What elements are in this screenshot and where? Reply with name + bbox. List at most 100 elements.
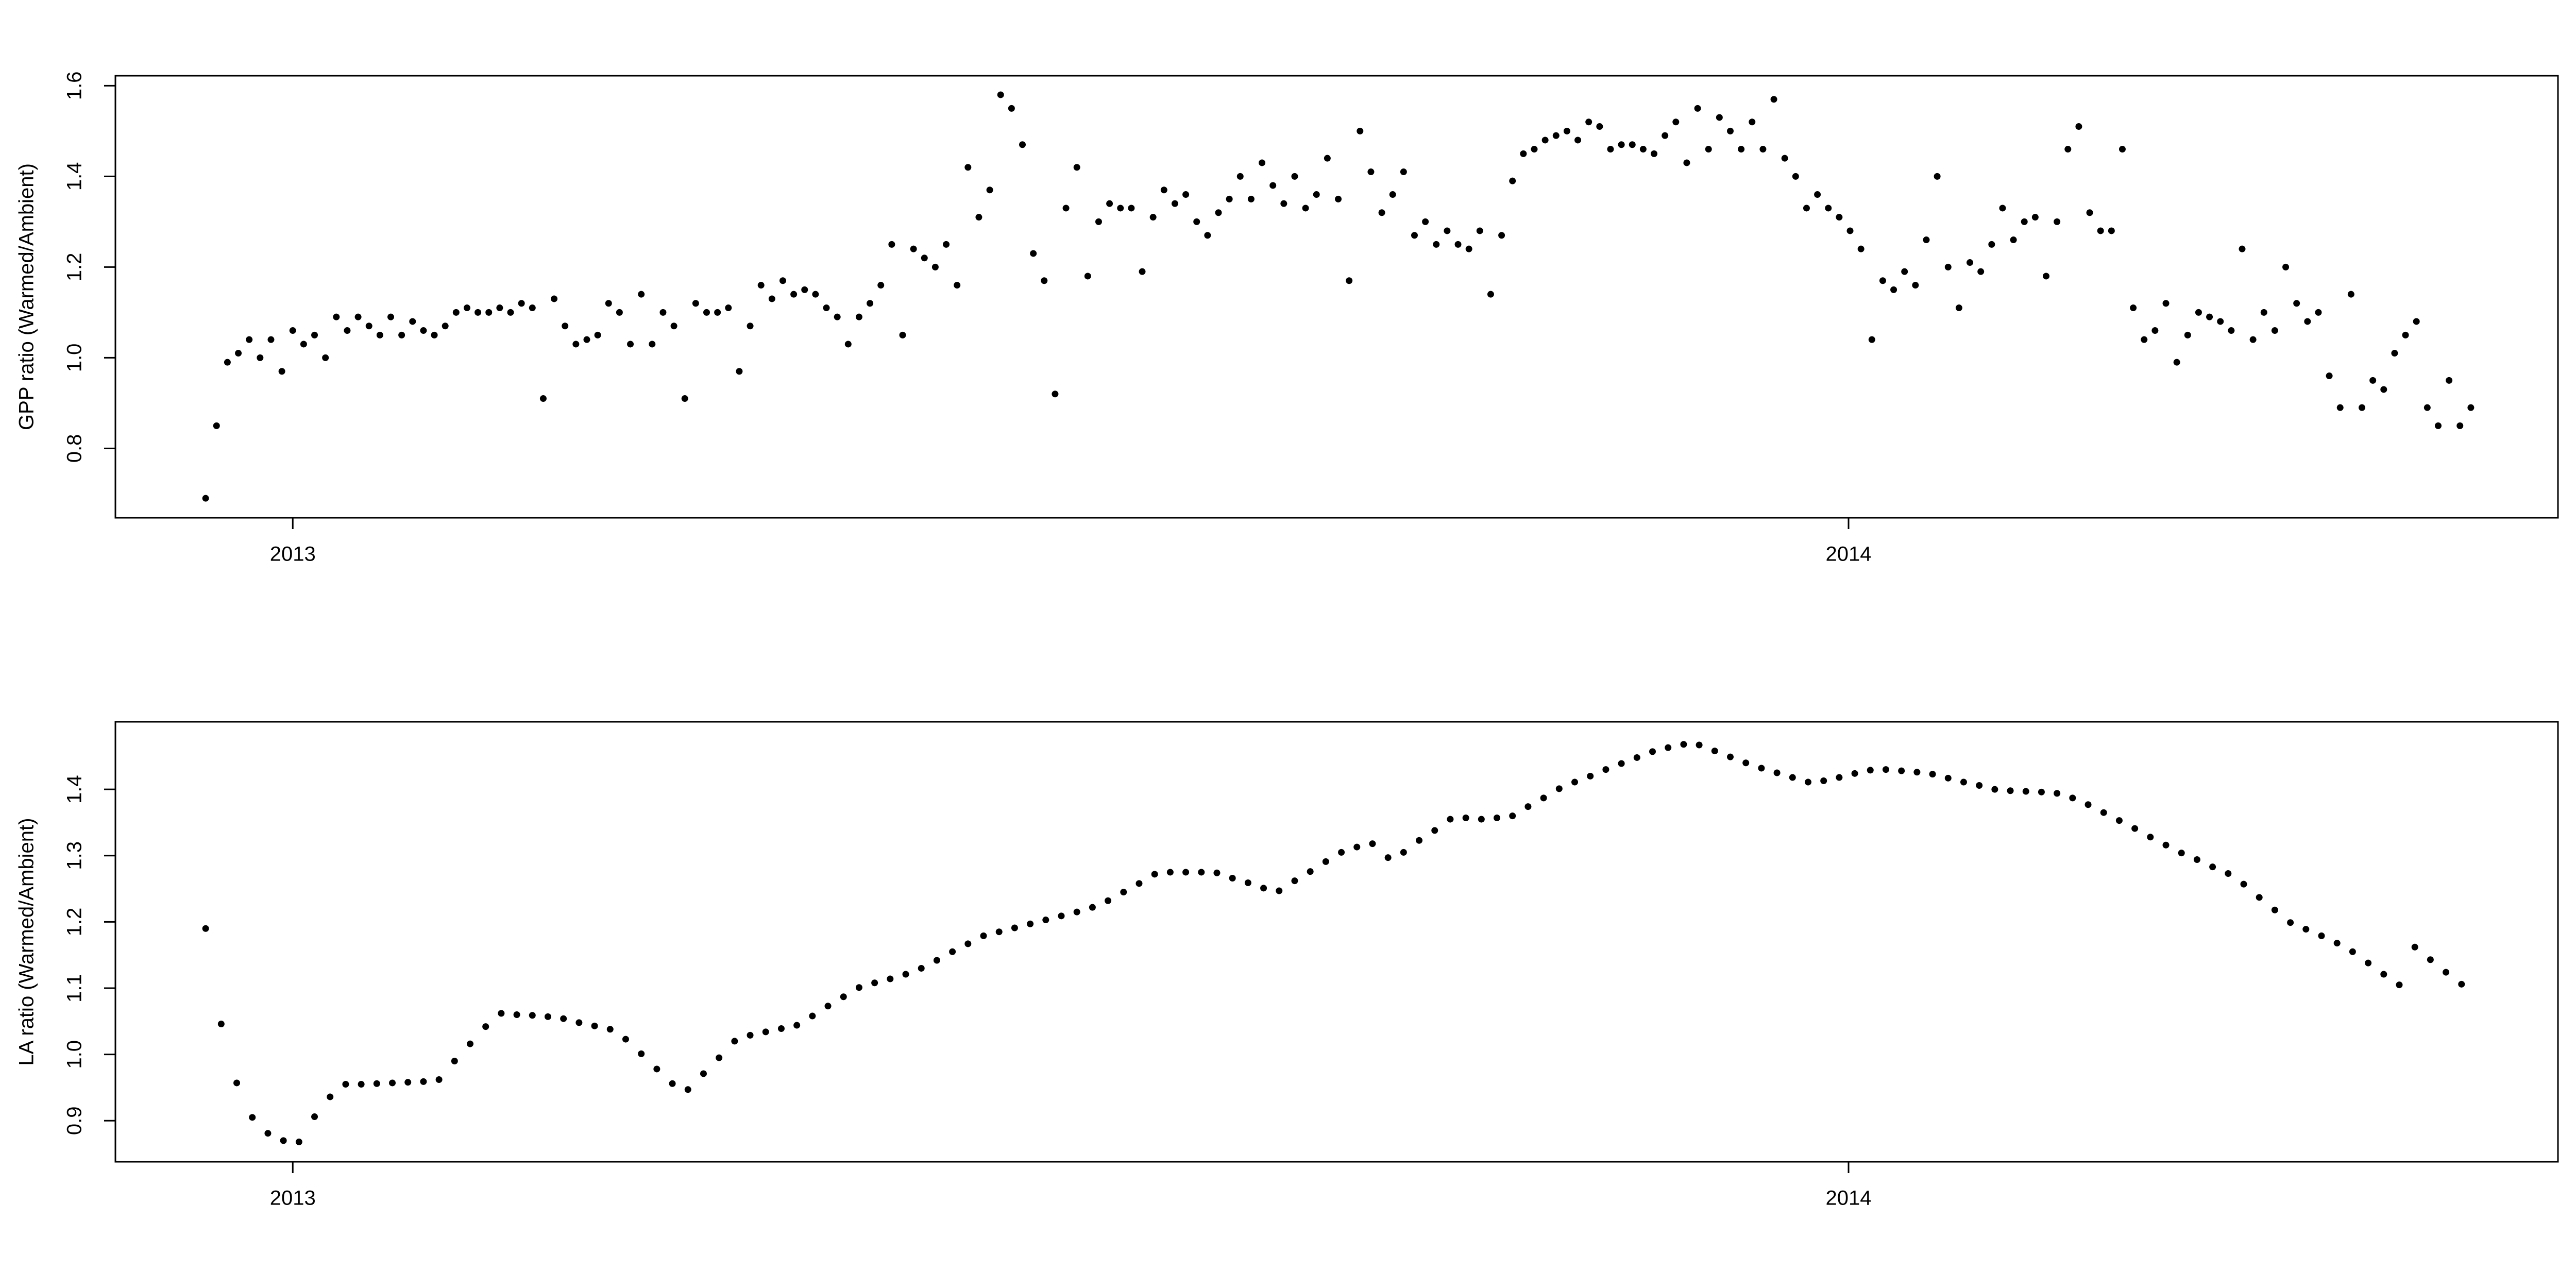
data-point bbox=[2151, 327, 2159, 334]
data-point bbox=[322, 354, 329, 361]
plot-frame bbox=[114, 75, 2559, 519]
data-point bbox=[1027, 920, 1034, 927]
data-point bbox=[1607, 146, 1614, 153]
data-point bbox=[2022, 788, 2029, 795]
data-point bbox=[1478, 816, 1485, 823]
y-axis-label: LA ratio (Warmed/Ambient) bbox=[15, 818, 38, 1066]
data-point bbox=[616, 309, 623, 316]
data-point bbox=[267, 336, 275, 343]
data-point bbox=[2396, 981, 2403, 989]
data-point bbox=[257, 354, 264, 361]
data-point bbox=[1726, 127, 1734, 134]
data-point bbox=[1738, 146, 1745, 153]
data-point bbox=[2173, 359, 2180, 366]
data-point bbox=[507, 309, 514, 316]
data-point bbox=[1378, 209, 1385, 216]
data-point bbox=[327, 1093, 334, 1100]
data-point bbox=[1929, 771, 1936, 778]
data-point bbox=[2349, 948, 2356, 955]
data-point bbox=[1726, 753, 1734, 760]
data-point bbox=[529, 1012, 536, 1019]
data-point bbox=[649, 341, 656, 348]
data-point bbox=[1084, 273, 1091, 280]
data-point bbox=[1042, 917, 1049, 924]
data-point bbox=[692, 300, 699, 307]
data-point bbox=[1618, 141, 1625, 148]
data-point bbox=[1758, 765, 1765, 772]
data-point bbox=[2239, 245, 2246, 252]
data-point bbox=[1803, 205, 1810, 212]
data-point bbox=[1353, 843, 1361, 851]
data-point bbox=[311, 331, 318, 338]
data-point bbox=[539, 395, 547, 402]
data-point bbox=[1773, 769, 1781, 776]
data-point bbox=[1868, 336, 1875, 343]
data-point bbox=[1629, 141, 1636, 148]
data-point bbox=[834, 313, 841, 320]
data-point bbox=[1520, 150, 1527, 157]
data-point bbox=[1226, 195, 1233, 202]
data-point bbox=[2162, 300, 2170, 307]
data-point bbox=[1851, 770, 1858, 777]
data-point bbox=[1552, 132, 1560, 139]
data-point bbox=[1160, 187, 1167, 194]
data-point bbox=[202, 925, 209, 932]
data-point bbox=[1879, 277, 1886, 284]
data-point bbox=[2054, 790, 2061, 797]
data-point bbox=[2391, 350, 2398, 357]
data-point bbox=[1058, 912, 1065, 920]
data-point bbox=[2380, 386, 2387, 393]
data-point bbox=[2097, 227, 2104, 234]
data-point bbox=[1052, 391, 1059, 398]
data-point bbox=[790, 291, 798, 298]
data-point bbox=[1400, 168, 1407, 176]
data-point bbox=[747, 1031, 754, 1039]
data-point bbox=[2282, 263, 2290, 270]
data-point bbox=[1540, 794, 1547, 802]
data-point bbox=[1229, 875, 1236, 882]
data-point bbox=[2115, 817, 2123, 824]
data-point bbox=[1136, 880, 1143, 887]
data-point bbox=[1882, 766, 1889, 773]
data-point bbox=[681, 395, 688, 402]
data-point bbox=[1357, 127, 1364, 134]
data-point bbox=[1913, 769, 1921, 776]
data-point bbox=[1400, 849, 1407, 856]
data-point bbox=[2249, 336, 2257, 343]
data-point bbox=[1151, 871, 1158, 878]
y-tick-label: 1.4 bbox=[63, 162, 86, 191]
data-point bbox=[964, 940, 972, 947]
data-point bbox=[1291, 173, 1298, 180]
data-point bbox=[224, 359, 231, 366]
data-point bbox=[1411, 232, 1418, 239]
data-point bbox=[1541, 137, 1549, 144]
data-point bbox=[1095, 218, 1102, 225]
data-point bbox=[1683, 159, 1690, 166]
data-point bbox=[572, 341, 580, 348]
data-point bbox=[1680, 741, 1687, 748]
data-point bbox=[855, 313, 862, 320]
data-point bbox=[949, 948, 956, 955]
data-point bbox=[435, 1076, 443, 1083]
data-point bbox=[2413, 318, 2420, 325]
data-point bbox=[278, 368, 285, 375]
data-point bbox=[1662, 132, 1669, 139]
data-point bbox=[2195, 309, 2202, 316]
data-point bbox=[2162, 841, 2170, 849]
data-point bbox=[1912, 282, 1919, 289]
y-tick-label: 1.0 bbox=[63, 1040, 86, 1069]
data-point bbox=[280, 1137, 287, 1144]
data-point bbox=[1705, 146, 1712, 153]
data-point bbox=[1062, 205, 1070, 212]
data-point bbox=[544, 1013, 551, 1020]
data-point bbox=[902, 971, 909, 978]
data-point bbox=[954, 282, 961, 289]
data-point bbox=[1742, 759, 1750, 767]
data-point bbox=[2456, 422, 2464, 429]
data-point bbox=[986, 187, 993, 194]
data-point bbox=[1073, 908, 1080, 916]
data-point bbox=[2402, 331, 2409, 338]
data-point bbox=[2427, 956, 2434, 963]
data-point bbox=[605, 300, 612, 307]
data-point bbox=[1198, 869, 1205, 876]
